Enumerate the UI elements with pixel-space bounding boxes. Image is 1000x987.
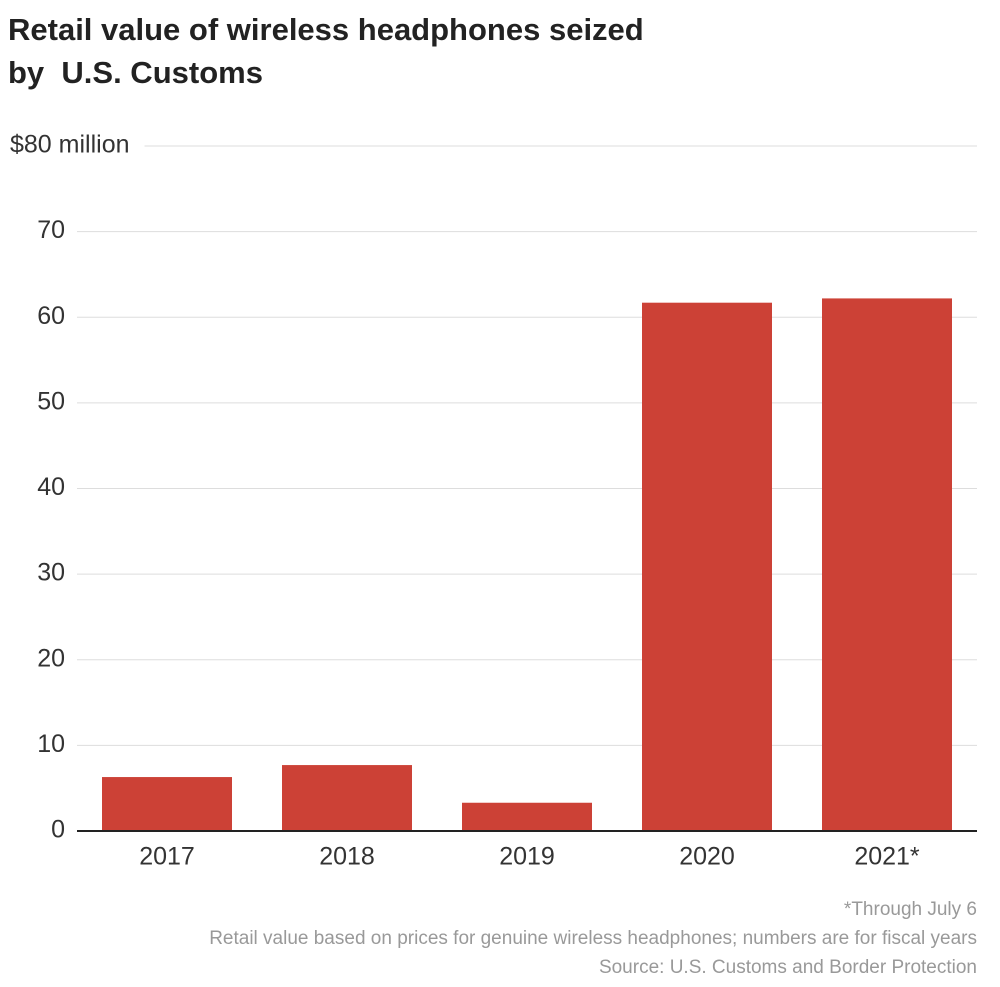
bar [282,765,412,831]
y-tick-label: 50 [37,387,65,415]
x-tick-label: 2018 [319,843,375,871]
x-tick-label: 2020 [679,843,735,871]
y-tick-label: 70 [37,216,65,244]
chart-title: Retail value of wireless headphones seiz… [8,12,644,47]
bar [102,777,232,831]
x-tick-label: 2019 [499,843,555,871]
note: *Through July 6 [844,899,977,920]
y-tick-label: 20 [37,644,65,672]
y-tick-label: $80 million [10,131,130,159]
y-tick-label: 40 [37,473,65,501]
bar [462,802,592,831]
y-tick-label: 0 [51,816,65,844]
x-tick-label: 2021* [854,843,920,871]
chart-title: by U.S. Customs [8,55,263,90]
note: Source: U.S. Customs and Border Protecti… [599,957,977,978]
x-tick-label: 2017 [139,843,195,871]
y-tick-label: 10 [37,730,65,758]
note: Retail value based on prices for genuine… [209,928,977,949]
y-tick-label: 30 [37,559,65,587]
bar [822,298,952,832]
y-tick-label: 60 [37,302,65,330]
bar [642,302,772,832]
